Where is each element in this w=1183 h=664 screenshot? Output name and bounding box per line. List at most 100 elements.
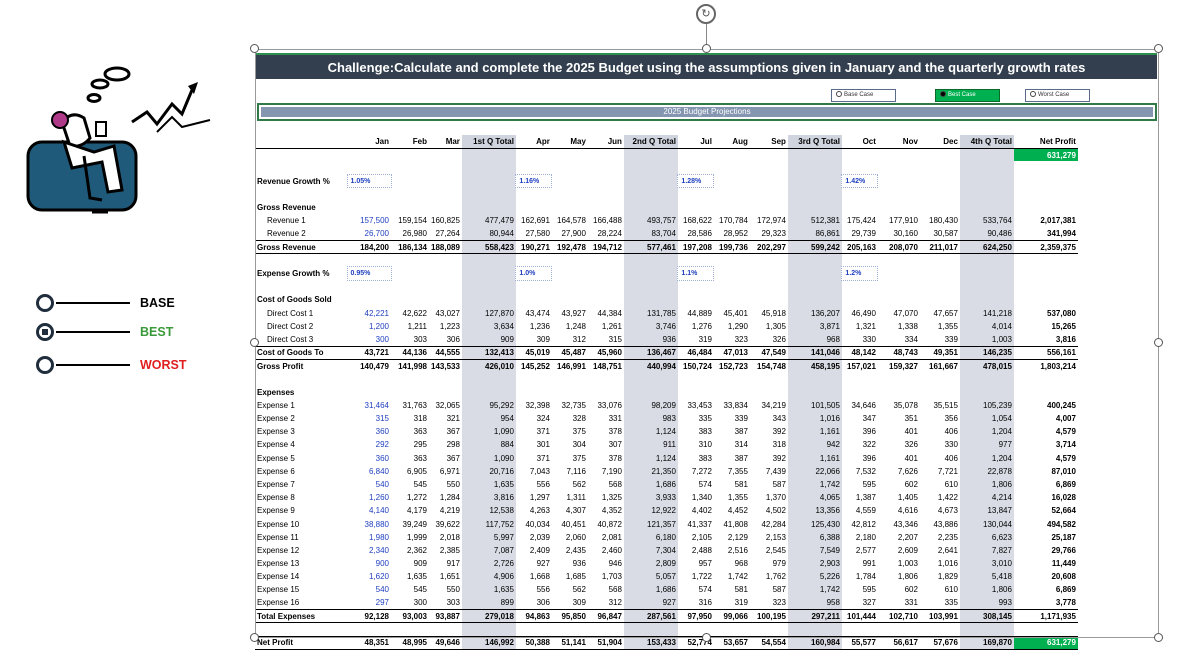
- value-cell[interactable]: 7,043: [529, 466, 550, 476]
- value-cell[interactable]: 351: [904, 414, 918, 424]
- value-cell[interactable]: 310: [698, 440, 712, 450]
- empty-cell[interactable]: [750, 188, 788, 201]
- empty-cell[interactable]: [959, 622, 1014, 637]
- empty-cell[interactable]: [878, 623, 920, 636]
- row-label[interactable]: Expense 10: [257, 519, 300, 529]
- value-cell[interactable]: 599,242: [787, 239, 842, 255]
- empty-cell[interactable]: [461, 200, 516, 215]
- section-label[interactable]: Cost of Goods Sold: [257, 295, 332, 305]
- empty-cell[interactable]: [787, 266, 842, 281]
- value-cell[interactable]: 32,398: [525, 400, 550, 410]
- row-label[interactable]: Expense 6: [257, 466, 295, 476]
- value-cell[interactable]: 93,003: [391, 609, 429, 624]
- empty-cell[interactable]: [750, 201, 788, 214]
- value-cell[interactable]: 1,422: [937, 493, 958, 503]
- row-label[interactable]: Direct Cost 1: [267, 308, 314, 318]
- column-header[interactable]: Aug: [713, 135, 750, 149]
- empty-cell[interactable]: [588, 254, 624, 267]
- radio-worst-icon[interactable]: [36, 356, 54, 374]
- empty-cell[interactable]: [920, 254, 960, 267]
- resize-handle-sw-icon[interactable]: [250, 633, 259, 642]
- empty-cell[interactable]: [623, 266, 678, 281]
- empty-cell[interactable]: [714, 293, 750, 306]
- empty-cell[interactable]: [391, 161, 429, 174]
- empty-cell[interactable]: [255, 161, 347, 174]
- empty-cell[interactable]: [588, 623, 624, 636]
- empty-cell[interactable]: [391, 386, 429, 399]
- value-cell[interactable]: 1,338: [897, 321, 918, 331]
- value-cell[interactable]: 1,272: [406, 493, 427, 503]
- value-cell[interactable]: 1,090: [461, 451, 516, 465]
- value-cell[interactable]: 12,922: [623, 504, 678, 518]
- empty-cell[interactable]: [959, 280, 1014, 294]
- value-cell[interactable]: 1,016: [937, 559, 958, 569]
- empty-cell[interactable]: [429, 386, 462, 399]
- row-label[interactable]: Expense 4: [257, 440, 295, 450]
- empty-cell[interactable]: [959, 293, 1014, 307]
- column-header[interactable]: Nov: [877, 135, 920, 149]
- value-cell[interactable]: 458,195: [787, 359, 842, 373]
- empty-cell[interactable]: [516, 161, 552, 174]
- value-cell[interactable]: 47,070: [893, 308, 918, 318]
- empty-cell[interactable]: [623, 253, 678, 267]
- value-cell[interactable]: 98,209: [623, 398, 678, 412]
- value-cell[interactable]: 90,486: [959, 227, 1014, 241]
- value-cell[interactable]: 339: [944, 334, 958, 344]
- value-cell[interactable]: 312: [608, 598, 622, 608]
- empty-cell[interactable]: [461, 293, 516, 307]
- corner-cell[interactable]: [255, 135, 347, 149]
- value-cell[interactable]: 533,764: [959, 214, 1014, 228]
- value-cell[interactable]: 95,292: [461, 398, 516, 412]
- empty-cell[interactable]: [588, 161, 624, 174]
- value-cell[interactable]: 315: [375, 414, 389, 424]
- value-cell[interactable]: 884: [461, 438, 516, 452]
- empty-cell[interactable]: [623, 372, 678, 386]
- value-cell[interactable]: 26,980: [402, 229, 427, 239]
- empty-cell[interactable]: [878, 161, 920, 174]
- value-cell[interactable]: 1,016: [787, 411, 842, 426]
- value-cell[interactable]: 27,900: [561, 229, 586, 239]
- value-cell[interactable]: 493,757: [623, 214, 678, 228]
- value-cell[interactable]: 166,488: [593, 216, 622, 226]
- value-cell[interactable]: 3,871: [787, 319, 842, 333]
- value-cell[interactable]: 1,003: [897, 559, 918, 569]
- value-cell[interactable]: 1,999: [406, 532, 427, 542]
- value-cell[interactable]: 401: [904, 427, 918, 437]
- value-cell[interactable]: 577,461: [623, 239, 678, 255]
- value-cell[interactable]: 300: [413, 598, 427, 608]
- empty-cell[interactable]: [787, 200, 842, 215]
- empty-cell[interactable]: [429, 293, 462, 306]
- value-cell[interactable]: 161,667: [929, 361, 958, 371]
- value-cell[interactable]: 2,180: [855, 532, 876, 542]
- value-cell[interactable]: 587: [772, 585, 786, 595]
- empty-cell[interactable]: [878, 254, 920, 267]
- empty-cell[interactable]: [391, 280, 429, 293]
- value-cell[interactable]: 43,886: [933, 519, 958, 529]
- column-header[interactable]: Net Profit: [1013, 135, 1078, 149]
- value-cell[interactable]: 3,933: [623, 491, 678, 505]
- value-cell[interactable]: 42,812: [851, 519, 876, 529]
- value-cell[interactable]: 1,211: [407, 321, 427, 331]
- value-cell[interactable]: 1,321: [855, 321, 876, 331]
- value-cell[interactable]: 45,019: [515, 345, 552, 360]
- value-cell[interactable]: 7,190: [601, 466, 622, 476]
- value-cell[interactable]: 1,204: [959, 425, 1014, 439]
- empty-cell[interactable]: [714, 175, 750, 188]
- value-cell[interactable]: 318: [772, 440, 786, 450]
- value-cell[interactable]: 375: [572, 427, 586, 437]
- value-cell[interactable]: 4,007: [1055, 414, 1076, 424]
- value-cell[interactable]: 1,686: [623, 477, 678, 492]
- growth-rate-cell[interactable]: 1.1%: [677, 266, 715, 281]
- value-cell[interactable]: 31,763: [402, 400, 427, 410]
- value-cell[interactable]: 917: [446, 559, 460, 569]
- value-cell[interactable]: 7,087: [461, 543, 516, 557]
- value-cell[interactable]: 7,549: [787, 543, 842, 557]
- empty-cell[interactable]: [255, 254, 347, 267]
- value-cell[interactable]: 28,586: [687, 229, 712, 239]
- value-cell[interactable]: 900: [375, 559, 389, 569]
- value-cell[interactable]: 6,905: [406, 466, 427, 476]
- value-cell[interactable]: 2,903: [787, 557, 842, 571]
- value-cell[interactable]: 40,034: [525, 519, 550, 529]
- empty-cell[interactable]: [959, 372, 1014, 386]
- value-cell[interactable]: 55,577: [841, 635, 878, 650]
